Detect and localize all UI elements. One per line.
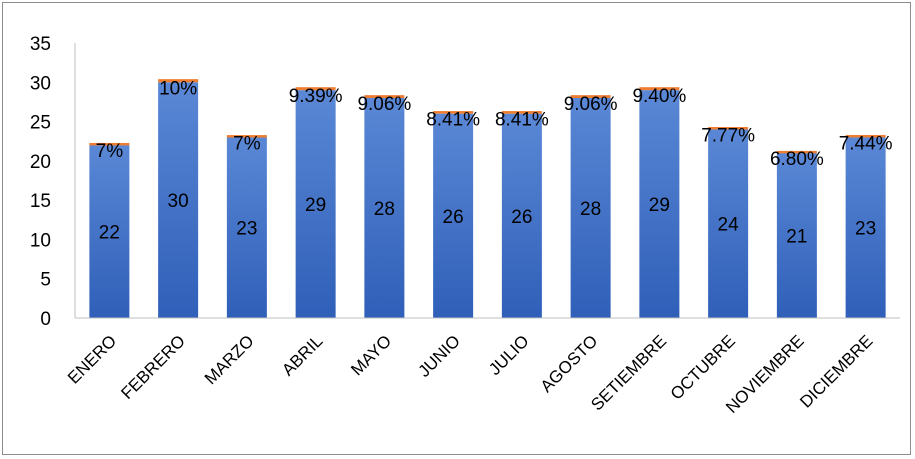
bar	[639, 90, 680, 319]
y-tick-label: 10	[30, 230, 51, 251]
bar-value-label: 28	[374, 199, 395, 220]
bar	[364, 98, 405, 318]
x-category-label: OCTUBRE	[667, 331, 739, 403]
bar-percent-label: 9.39%	[289, 86, 343, 107]
bar	[158, 82, 199, 319]
bar-percent-label: 7%	[233, 133, 261, 154]
bar-value-label: 24	[718, 215, 740, 236]
y-axis: 0 5 10 15 20 25 30 35	[30, 34, 76, 330]
bar-percent-segment	[226, 135, 267, 138]
bar-percent-segment	[708, 126, 749, 130]
x-category-label: DICIEMBRE	[796, 331, 876, 411]
bar-percent-label: 9.40%	[632, 86, 686, 107]
bar-percent-label: 10%	[159, 78, 197, 99]
bar-percent-segment	[158, 79, 199, 83]
bar-value-label: 23	[236, 219, 257, 240]
bar-percent-label: 7%	[96, 141, 124, 162]
bar-percent-label: 8.41%	[495, 110, 549, 131]
y-tick-label: 5	[40, 270, 51, 291]
bar-value-label: 30	[168, 191, 189, 212]
bar-percent-segment	[570, 95, 611, 98]
y-tick-label: 35	[30, 34, 51, 55]
bar-percent-label: 8.41%	[426, 110, 480, 131]
bar	[89, 145, 130, 318]
x-category-label: MAYO	[347, 331, 395, 379]
bar-percent-label: 7.44%	[839, 133, 893, 154]
bar-value-label: 29	[649, 195, 670, 216]
data-labels: 22 7% 30 10% 23 7% 29 9.39% 28 9.06% 26 8.41% 26 8.41…	[96, 78, 893, 247]
x-category-label: MARZO	[201, 331, 258, 388]
y-tick-label: 25	[30, 113, 51, 134]
bar	[708, 129, 749, 318]
bar	[295, 90, 336, 319]
bar-percent-label: 6.80%	[770, 149, 824, 170]
bar	[433, 113, 474, 318]
y-tick-label: 30	[30, 73, 51, 94]
bar-percent-segment	[364, 95, 405, 98]
x-category-label: AGOSTO	[537, 331, 602, 396]
bar	[570, 98, 611, 318]
bar-percent-segment	[89, 142, 130, 146]
bar-value-label: 21	[786, 227, 807, 248]
bar-percent-segment	[639, 87, 680, 91]
bar-percent-label: 7.77%	[701, 125, 755, 146]
y-tick-label: 15	[30, 191, 51, 212]
bar-percent-label: 9.06%	[564, 94, 618, 115]
bar	[501, 113, 542, 318]
bar-percent-segment	[433, 111, 474, 114]
bar	[845, 137, 886, 318]
x-category-label: FEBRERO	[117, 331, 189, 403]
bar-value-label: 23	[855, 219, 876, 240]
bar-percent-segment	[845, 134, 886, 138]
bar-percent-segment	[295, 87, 336, 91]
bar	[226, 137, 267, 318]
x-category-label: JUNIO	[414, 331, 463, 380]
x-category-label: JULIO	[485, 331, 533, 379]
bar-percent-label: 9.06%	[357, 94, 411, 115]
bar-value-label: 26	[511, 207, 532, 228]
bar-value-label: 22	[99, 223, 120, 244]
y-tick-label: 20	[30, 152, 51, 173]
bar	[776, 153, 817, 318]
x-category-label: ABRIL	[278, 331, 326, 379]
y-tick-label: 0	[40, 309, 51, 330]
bar-value-label: 28	[580, 199, 601, 220]
bar-value-label: 26	[443, 207, 464, 228]
bar-percent-segment	[776, 150, 817, 154]
x-category-label: ENERO	[64, 331, 120, 387]
bar-value-label: 29	[305, 195, 326, 216]
bars	[89, 79, 886, 319]
bar-percent-segment	[501, 111, 542, 114]
